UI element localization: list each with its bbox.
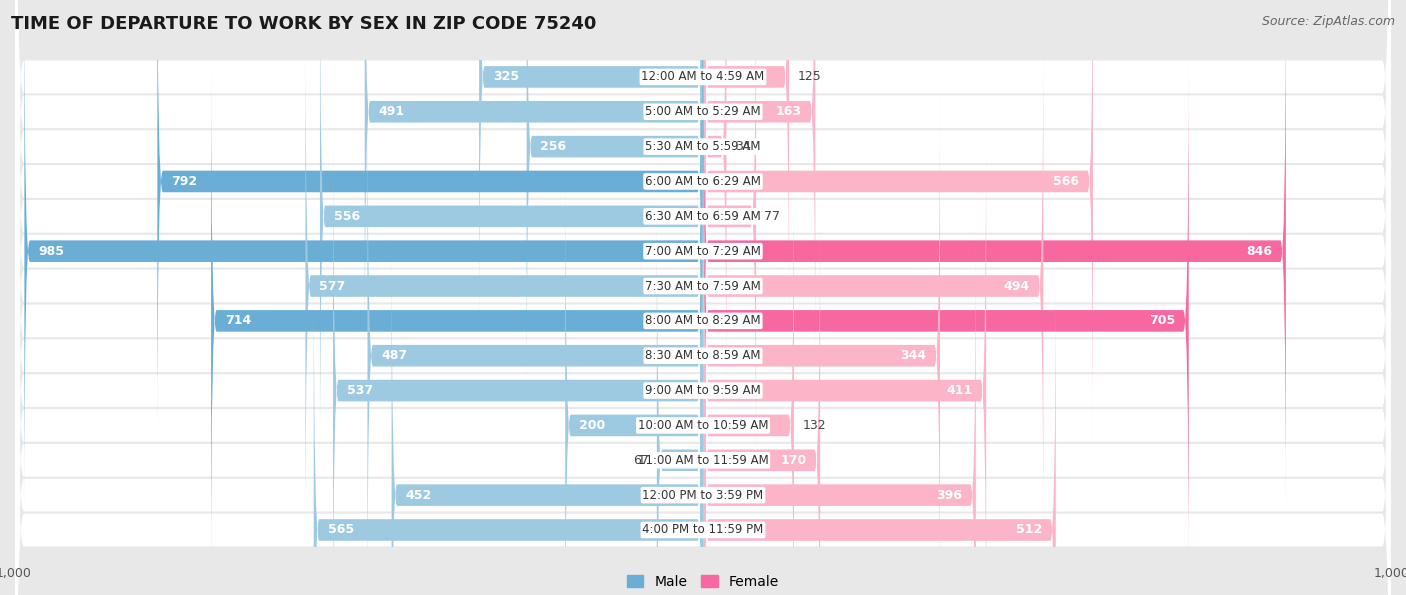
FancyBboxPatch shape [15,0,1391,595]
Text: 5:30 AM to 5:59 AM: 5:30 AM to 5:59 AM [645,140,761,153]
FancyBboxPatch shape [703,87,941,595]
FancyBboxPatch shape [479,0,703,345]
Text: 1,000: 1,000 [0,566,32,580]
Text: 256: 256 [540,140,567,153]
Text: 200: 200 [579,419,605,432]
Text: 67: 67 [633,454,648,466]
Text: 396: 396 [936,488,962,502]
FancyBboxPatch shape [15,93,1391,595]
Text: 985: 985 [38,245,65,258]
FancyBboxPatch shape [157,0,703,449]
FancyBboxPatch shape [565,158,703,595]
FancyBboxPatch shape [392,227,703,595]
Text: 846: 846 [1246,245,1272,258]
Text: 537: 537 [347,384,373,397]
FancyBboxPatch shape [15,0,1391,595]
FancyBboxPatch shape [15,0,1391,595]
FancyBboxPatch shape [703,0,1092,449]
Text: 6:00 AM to 6:29 AM: 6:00 AM to 6:29 AM [645,175,761,188]
FancyBboxPatch shape [321,0,703,484]
Text: 494: 494 [1004,280,1029,293]
Text: 705: 705 [1149,314,1175,327]
FancyBboxPatch shape [703,227,976,595]
Text: 714: 714 [225,314,252,327]
Text: 77: 77 [765,210,780,223]
Text: 125: 125 [797,70,821,83]
FancyBboxPatch shape [314,262,703,595]
FancyBboxPatch shape [703,262,1056,595]
Text: 325: 325 [494,70,519,83]
FancyBboxPatch shape [15,0,1391,595]
Text: 512: 512 [1015,524,1042,537]
FancyBboxPatch shape [15,24,1391,595]
FancyBboxPatch shape [367,87,703,595]
FancyBboxPatch shape [703,53,1188,589]
Text: 8:30 AM to 8:59 AM: 8:30 AM to 8:59 AM [645,349,761,362]
FancyBboxPatch shape [703,0,1286,519]
FancyBboxPatch shape [703,0,756,484]
FancyBboxPatch shape [15,0,1391,479]
Text: 34: 34 [735,140,751,153]
Text: 556: 556 [333,210,360,223]
Text: 11:00 AM to 11:59 AM: 11:00 AM to 11:59 AM [638,454,768,466]
Legend: Male, Female: Male, Female [621,569,785,594]
Text: 792: 792 [172,175,197,188]
FancyBboxPatch shape [364,0,703,380]
FancyBboxPatch shape [15,0,1391,595]
FancyBboxPatch shape [211,53,703,589]
FancyBboxPatch shape [703,158,794,595]
FancyBboxPatch shape [24,0,703,519]
Text: TIME OF DEPARTURE TO WORK BY SEX IN ZIP CODE 75240: TIME OF DEPARTURE TO WORK BY SEX IN ZIP … [11,15,596,33]
Text: 7:00 AM to 7:29 AM: 7:00 AM to 7:29 AM [645,245,761,258]
FancyBboxPatch shape [703,18,1043,554]
Text: 12:00 PM to 3:59 PM: 12:00 PM to 3:59 PM [643,488,763,502]
Text: 9:00 AM to 9:59 AM: 9:00 AM to 9:59 AM [645,384,761,397]
Text: 452: 452 [405,488,432,502]
FancyBboxPatch shape [657,192,703,595]
FancyBboxPatch shape [703,0,727,415]
FancyBboxPatch shape [15,0,1391,513]
Text: 565: 565 [328,524,354,537]
Text: 344: 344 [900,349,927,362]
Text: 8:00 AM to 8:29 AM: 8:00 AM to 8:29 AM [645,314,761,327]
FancyBboxPatch shape [15,0,1391,549]
Text: 577: 577 [319,280,346,293]
Text: 566: 566 [1053,175,1080,188]
Text: 4:00 PM to 11:59 PM: 4:00 PM to 11:59 PM [643,524,763,537]
FancyBboxPatch shape [15,58,1391,595]
Text: 7:30 AM to 7:59 AM: 7:30 AM to 7:59 AM [645,280,761,293]
Text: Source: ZipAtlas.com: Source: ZipAtlas.com [1261,15,1395,28]
FancyBboxPatch shape [333,123,703,595]
Text: 163: 163 [776,105,801,118]
FancyBboxPatch shape [703,192,820,595]
Text: 10:00 AM to 10:59 AM: 10:00 AM to 10:59 AM [638,419,768,432]
Text: 1,000: 1,000 [1374,566,1406,580]
Text: 5:00 AM to 5:29 AM: 5:00 AM to 5:29 AM [645,105,761,118]
FancyBboxPatch shape [703,0,815,380]
Text: 170: 170 [780,454,807,466]
Text: 6:30 AM to 6:59 AM: 6:30 AM to 6:59 AM [645,210,761,223]
Text: 411: 411 [946,384,973,397]
FancyBboxPatch shape [527,0,703,415]
Text: 132: 132 [803,419,825,432]
FancyBboxPatch shape [15,0,1391,583]
FancyBboxPatch shape [305,18,703,554]
FancyBboxPatch shape [15,0,1391,595]
Text: 487: 487 [381,349,408,362]
Text: 491: 491 [378,105,405,118]
Text: 12:00 AM to 4:59 AM: 12:00 AM to 4:59 AM [641,70,765,83]
FancyBboxPatch shape [703,123,986,595]
FancyBboxPatch shape [703,0,789,345]
FancyBboxPatch shape [15,128,1391,595]
